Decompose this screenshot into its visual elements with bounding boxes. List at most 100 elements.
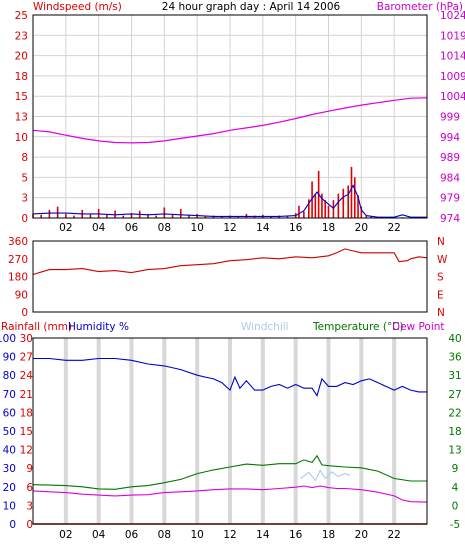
direction-tick-label: 360 bbox=[8, 236, 28, 248]
rainfall-tick-label: 9 bbox=[26, 463, 33, 475]
windspeed-tick-label: 3 bbox=[21, 193, 28, 205]
windchill-line bbox=[300, 469, 350, 482]
direction-tick-label: 90 bbox=[15, 289, 28, 301]
x-tick-label: 04 bbox=[92, 529, 106, 541]
barometer-tick-label: 994 bbox=[440, 132, 460, 144]
rainfall-tick-label: 21 bbox=[20, 389, 33, 401]
rainfall-axis-title: Rainfall (mm) bbox=[1, 321, 72, 333]
barometer-tick-label: 1019 bbox=[440, 30, 465, 42]
wind-direction-line bbox=[32, 248, 428, 276]
rainfall-tick-label: 18 bbox=[20, 407, 33, 419]
humidity-axis-title: Humidity % bbox=[68, 321, 129, 333]
temperature-tick-label: 22 bbox=[448, 407, 461, 419]
rainfall-tick-label: 3 bbox=[26, 500, 33, 512]
x-tick-label: 12 bbox=[223, 222, 236, 234]
windspeed-tick-label: 18 bbox=[15, 71, 28, 83]
windspeed-tick-label: 10 bbox=[15, 132, 28, 144]
barometer-tick-label: 1014 bbox=[440, 51, 465, 63]
direction-tick-label: 0 bbox=[21, 307, 28, 319]
temperature-tick-label: 36 bbox=[448, 352, 462, 364]
x-tick-label: 12 bbox=[223, 529, 236, 541]
x-tick-label: 16 bbox=[289, 529, 303, 541]
wind-direction-panel: 0 N 90 E 180 S 270 W 360 N bbox=[8, 236, 448, 319]
wind-average-line bbox=[32, 184, 427, 218]
temperature-line bbox=[32, 454, 427, 490]
windspeed-tick-label: 8 bbox=[21, 152, 28, 164]
humidity-tick-label: 50 bbox=[3, 426, 16, 438]
humidity-tick-label: 0 bbox=[9, 519, 16, 531]
barometer-tick-label: 989 bbox=[440, 152, 460, 164]
compass-tick-label: N bbox=[437, 307, 445, 319]
temperature-tick-label: 13 bbox=[448, 445, 461, 457]
humidity-tick-label: 40 bbox=[3, 445, 16, 457]
x-tick-label: 08 bbox=[158, 529, 171, 541]
direction-tick-label: 180 bbox=[8, 272, 28, 284]
compass-tick-label: S bbox=[437, 272, 444, 284]
rainfall-tick-label: 12 bbox=[20, 445, 33, 457]
x-tick-label: 02 bbox=[59, 529, 72, 541]
temperature-tick-label: 0 bbox=[452, 500, 459, 512]
windspeed-tick-label: 5 bbox=[21, 172, 28, 184]
dewpoint-line bbox=[32, 485, 428, 503]
rainfall-tick-label: 6 bbox=[26, 482, 33, 494]
humidity-tick-label: 20 bbox=[3, 482, 16, 494]
windspeed-tick-label: 15 bbox=[15, 91, 28, 103]
barometer-tick-label: 1024 bbox=[440, 10, 465, 22]
plot-frame bbox=[32, 240, 428, 313]
temperature-tick-label: 40 bbox=[448, 333, 461, 345]
barometer-tick-label: 999 bbox=[440, 112, 460, 124]
temperature-tick-label: 9 bbox=[452, 463, 459, 475]
windspeed-tick-label: 20 bbox=[15, 51, 28, 63]
rainfall-tick-label: 30 bbox=[20, 333, 33, 345]
humidity-tick-label: 90 bbox=[3, 352, 16, 364]
graph-title: 24 hour graph day : April 14 2006 bbox=[162, 1, 341, 13]
x-tick-label: 06 bbox=[125, 222, 139, 234]
dewpoint-legend-label: Dew Point bbox=[392, 321, 445, 333]
plot-border bbox=[32, 240, 428, 313]
compass-tick-label: W bbox=[437, 254, 448, 266]
rainfall-tick-label: 15 bbox=[20, 426, 33, 438]
windspeed-tick-label: 23 bbox=[15, 30, 28, 42]
humidity-tick-label: 10 bbox=[3, 500, 16, 512]
windspeed-tick-label: 0 bbox=[21, 213, 28, 225]
windchill-legend-label: Windchill bbox=[241, 321, 289, 333]
temperature-tick-label: 31 bbox=[448, 370, 461, 382]
x-tick-label: 10 bbox=[190, 222, 203, 234]
humidity-tick-label: 80 bbox=[3, 370, 16, 382]
x-tick-label: 02 bbox=[59, 222, 72, 234]
x-tick-label: 22 bbox=[387, 222, 400, 234]
barometer-tick-label: 979 bbox=[440, 193, 460, 205]
temperature-tick-label: -5 bbox=[450, 519, 460, 531]
windspeed-tick-label: 25 bbox=[15, 10, 28, 22]
barometer-tick-label: 1009 bbox=[440, 71, 465, 83]
x-tick-label: 14 bbox=[256, 529, 270, 541]
humidity-tick-label: 70 bbox=[3, 389, 16, 401]
temperature-tick-label: 27 bbox=[448, 389, 461, 401]
barometer-tick-label: 974 bbox=[440, 213, 460, 225]
barometer-line bbox=[32, 97, 428, 144]
temperature-tick-label: 4 bbox=[452, 482, 459, 494]
temperature-axis-title: Temperature (°C) bbox=[312, 321, 404, 333]
rainfall-tick-label: 24 bbox=[20, 370, 34, 382]
windspeed-tick-label: 13 bbox=[15, 112, 28, 124]
compass-tick-label: N bbox=[437, 236, 445, 248]
x-tick-label: 10 bbox=[190, 529, 203, 541]
x-tick-label: 04 bbox=[92, 222, 106, 234]
plot-border bbox=[32, 337, 428, 525]
humidity-line bbox=[33, 357, 427, 398]
x-tick-label: 08 bbox=[158, 222, 171, 234]
rainfall-tick-label: 27 bbox=[20, 352, 33, 364]
x-tick-label: 20 bbox=[355, 222, 368, 234]
humidity-tick-label: 100 bbox=[0, 333, 16, 345]
x-tick-label: 18 bbox=[322, 222, 335, 234]
barometer-tick-label: 984 bbox=[440, 172, 460, 184]
humidity-tick-label: 60 bbox=[3, 407, 16, 419]
x-tick-label: 20 bbox=[355, 529, 368, 541]
rainfall-tick-label: 0 bbox=[26, 519, 33, 531]
x-tick-label: 06 bbox=[125, 529, 139, 541]
windspeed-axis-title: Windspeed (m/s) bbox=[33, 1, 122, 13]
barometer-tick-label: 1004 bbox=[440, 91, 465, 103]
